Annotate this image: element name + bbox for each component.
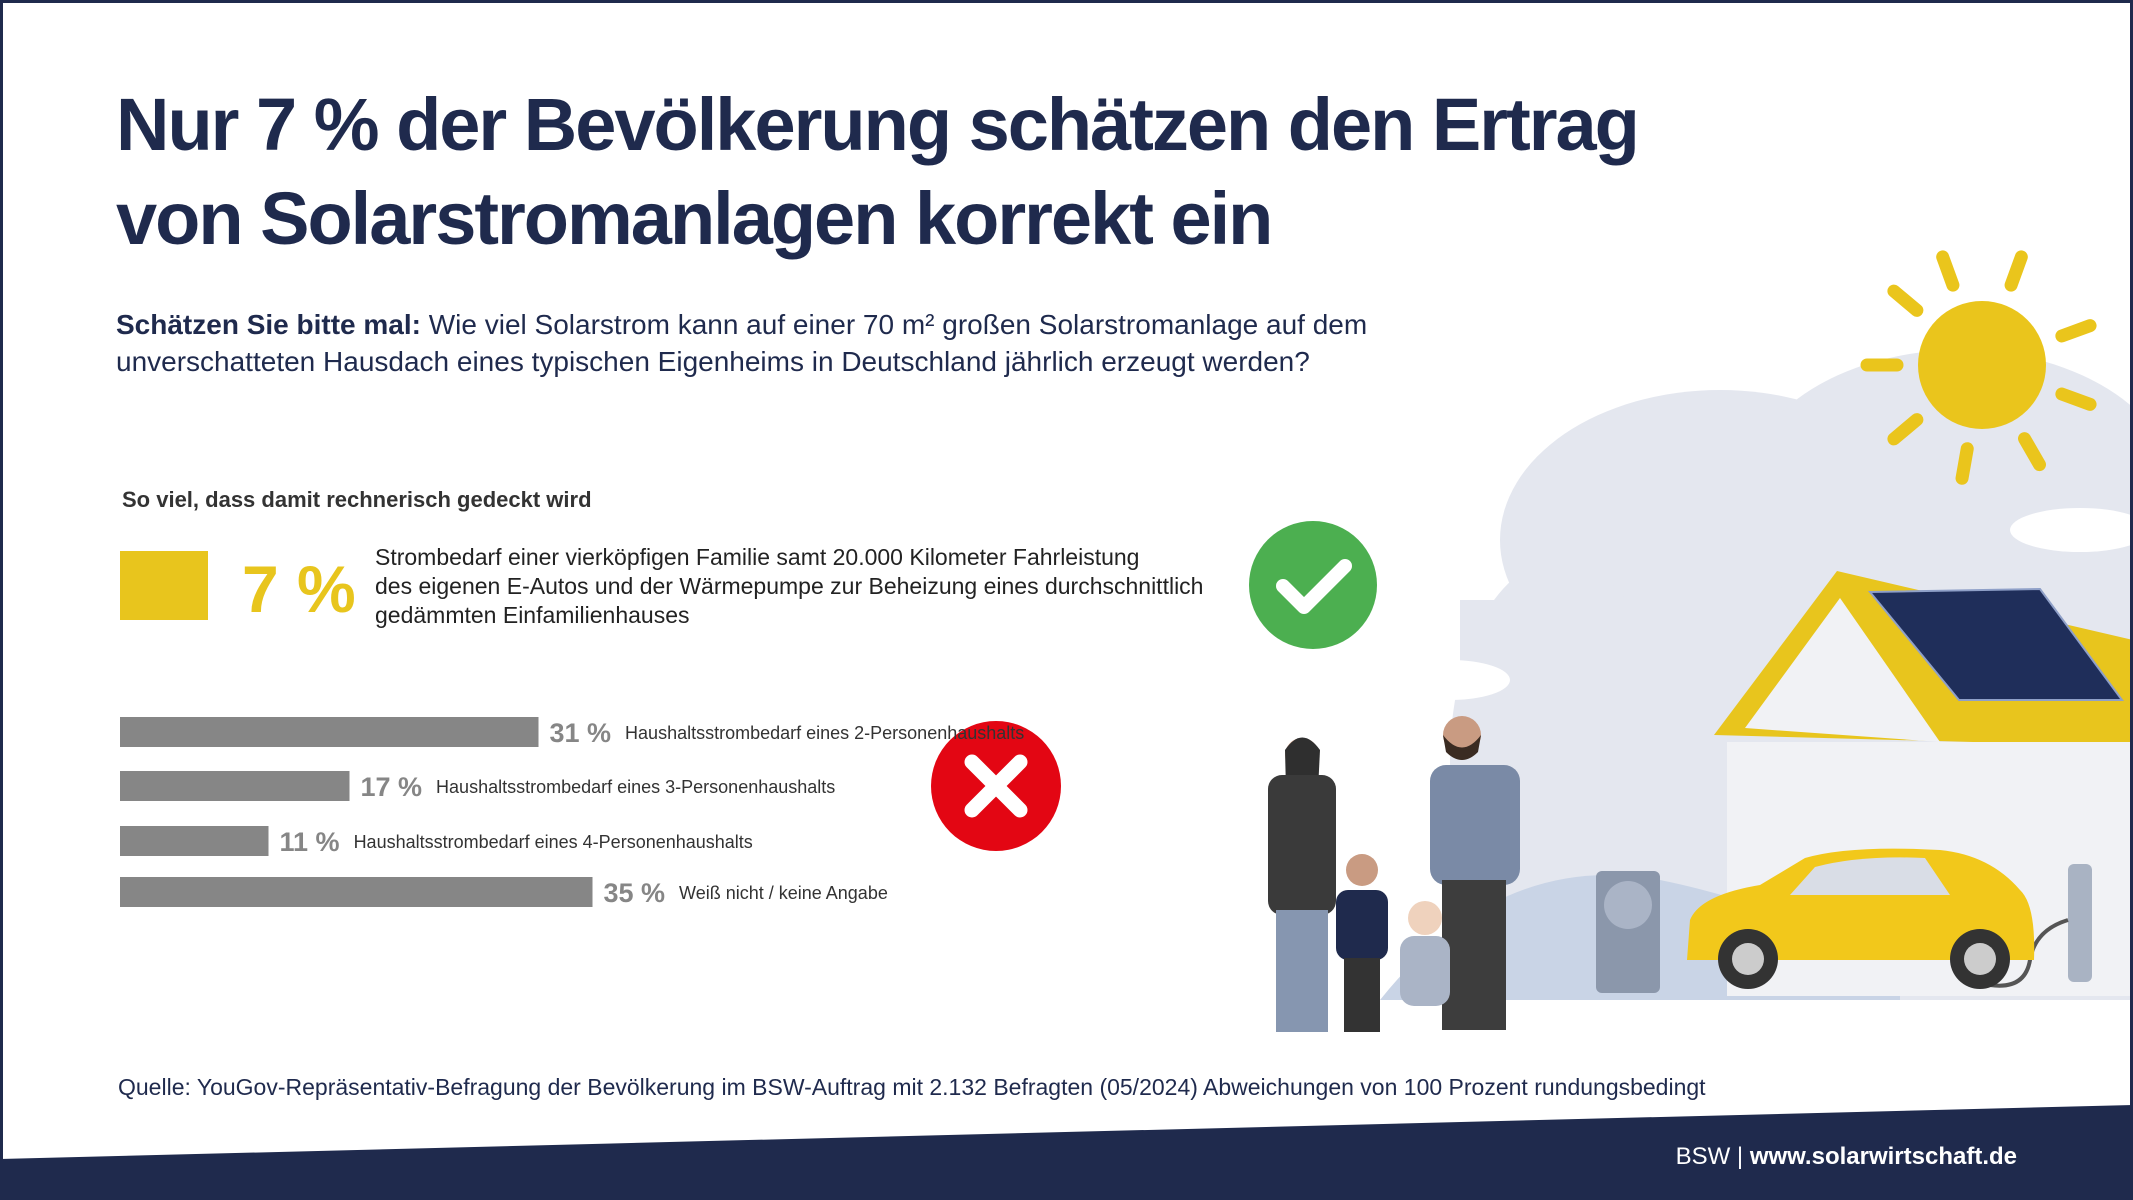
highlight-text: gedämmten Einfamilienhauses xyxy=(375,602,690,628)
highlight-mark xyxy=(120,551,208,620)
title: Nur 7 % der Bevölkerung schätzen den Ert… xyxy=(116,83,1640,166)
bar xyxy=(120,717,539,747)
question-line: unverschatteten Hausdach eines typischen… xyxy=(116,346,1310,377)
question: Schätzen Sie bitte mal: Wie viel Solarst… xyxy=(116,311,1367,339)
bar xyxy=(120,771,350,801)
footer-url: www.solarwirtschaft.de xyxy=(1749,1143,2017,1170)
category-label: Weiß nicht / keine Angabe xyxy=(679,883,888,903)
title: von Solarstromanlagen korrekt ein xyxy=(116,177,1273,260)
illustration xyxy=(931,250,2133,1032)
footer-separator: | xyxy=(1736,1143,1744,1170)
category-label: Haushaltsstrombedarf eines 2-Personenhau… xyxy=(625,723,1024,743)
section-label: So viel, dass damit rechnerisch gedeckt … xyxy=(122,487,592,512)
category-label: Haushaltsstrombedarf eines 3-Personenhau… xyxy=(436,777,835,797)
bar xyxy=(120,877,593,907)
question-line: Wie viel Solarstrom kann auf einer 70 m²… xyxy=(428,309,1368,340)
category-label: Haushaltsstrombedarf eines 4-Personenhau… xyxy=(354,832,753,852)
footer-band xyxy=(0,1105,2133,1200)
highlight-value: 7 % xyxy=(242,552,356,626)
highlight-text: des eigenen E-Autos und der Wärmepumpe z… xyxy=(375,573,1204,599)
highlight-text: Strombedarf einer vierköpfigen Familie s… xyxy=(375,544,1140,570)
value-label: 17 % xyxy=(361,772,423,802)
value-label: 31 % xyxy=(550,718,612,748)
source: Quelle: YouGov-Repräsentativ-Befragung d… xyxy=(118,1074,1706,1100)
bar xyxy=(120,826,269,856)
value-label: 11 % xyxy=(280,827,340,857)
footer-org: BSW xyxy=(1675,1143,1731,1170)
footer: BSW | www.solarwirtschaft.de xyxy=(1676,1143,2017,1171)
value-label: 35 % xyxy=(604,878,666,908)
question-lead: Schätzen Sie bitte mal: xyxy=(116,309,421,340)
